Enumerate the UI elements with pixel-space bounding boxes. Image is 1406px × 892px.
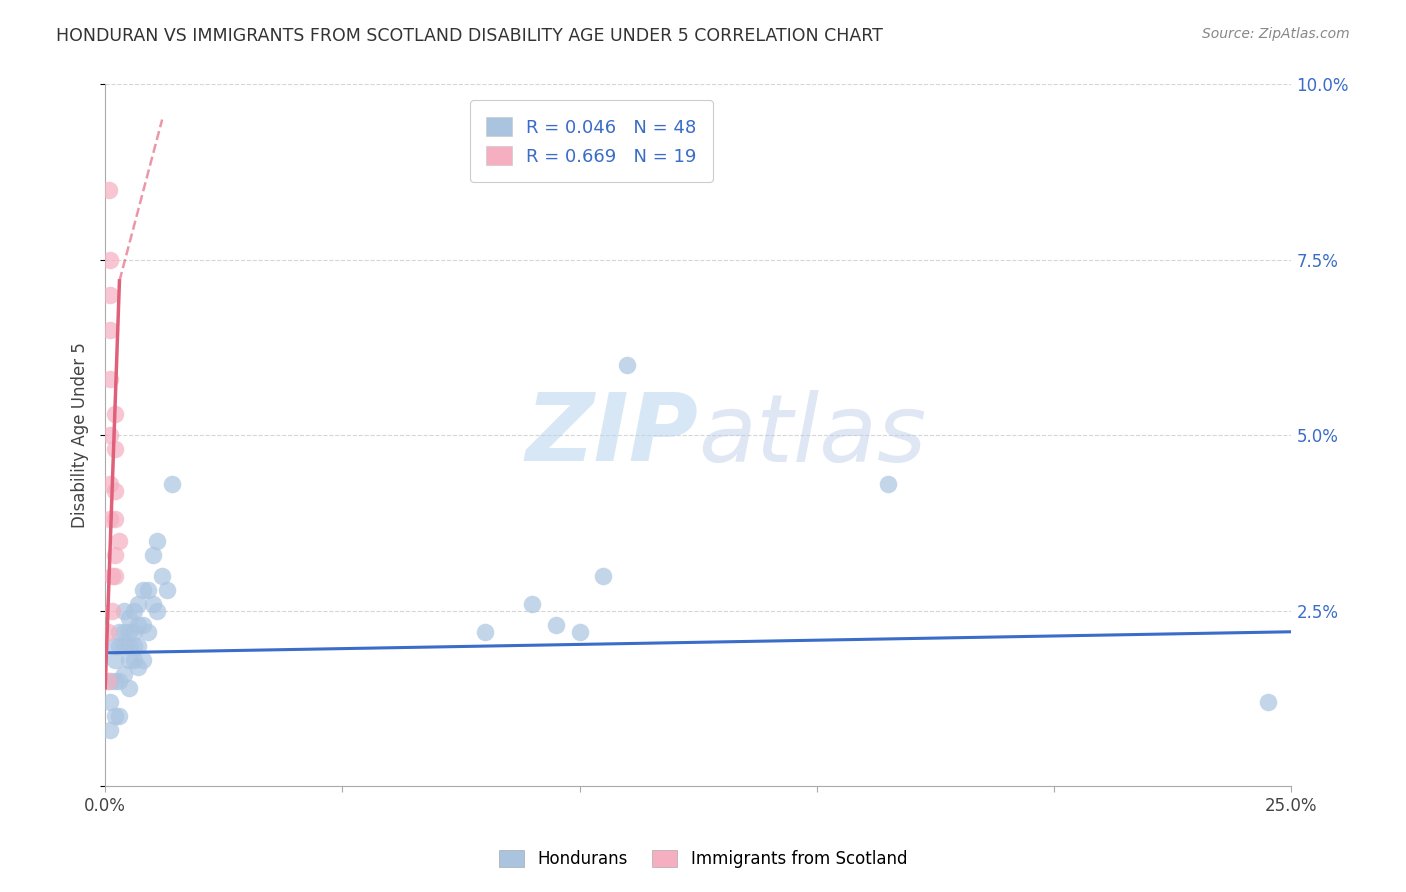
Point (112, 624, 135, 639)
Point (101, 604, 124, 618)
Point (112, 639, 135, 653)
Point (127, 597, 149, 611)
Point (136, 582, 159, 597)
Point (877, 477, 900, 491)
Point (616, 358, 638, 372)
Point (104, 568, 127, 582)
Point (98, 323, 121, 337)
Point (150, 568, 173, 582)
Y-axis label: Disability Age Under 5: Disability Age Under 5 (72, 343, 89, 528)
Point (98, 673, 121, 688)
Point (544, 617, 567, 632)
Point (118, 624, 141, 639)
Point (142, 597, 165, 611)
Point (98, 372, 121, 386)
Point (108, 709, 131, 723)
Point (136, 624, 159, 639)
Point (97, 673, 120, 688)
Point (146, 533, 169, 548)
Point (98, 695, 121, 709)
Point (104, 709, 127, 723)
Point (118, 611, 141, 625)
Point (156, 582, 179, 597)
Point (592, 568, 614, 582)
Point (104, 673, 127, 688)
Point (112, 604, 135, 618)
Legend: R = 0.046   N = 48, R = 0.669   N = 19: R = 0.046 N = 48, R = 0.669 N = 19 (470, 101, 713, 182)
Point (108, 533, 131, 548)
Point (568, 624, 591, 639)
Point (104, 484, 127, 499)
Point (108, 624, 131, 639)
Point (108, 639, 131, 653)
Point (122, 624, 145, 639)
Legend: Hondurans, Immigrants from Scotland: Hondurans, Immigrants from Scotland (492, 843, 914, 875)
Point (112, 666, 135, 681)
Point (142, 548, 165, 562)
Point (127, 617, 149, 632)
Point (98, 288, 121, 302)
Point (98, 428, 121, 442)
Point (98, 477, 121, 491)
Point (104, 512, 127, 526)
Point (522, 597, 544, 611)
Point (127, 639, 149, 653)
Point (97, 624, 120, 639)
Point (101, 568, 124, 582)
Point (132, 653, 155, 667)
Point (104, 407, 127, 421)
Point (104, 442, 127, 457)
Point (118, 639, 141, 653)
Point (98, 512, 121, 526)
Point (104, 653, 127, 667)
Point (118, 653, 141, 667)
Text: Source: ZipAtlas.com: Source: ZipAtlas.com (1202, 27, 1350, 41)
Point (122, 639, 145, 653)
Point (1257, 695, 1279, 709)
Point (104, 639, 127, 653)
Text: atlas: atlas (699, 390, 927, 481)
Point (98, 183, 121, 197)
Point (118, 681, 141, 695)
Text: ZIP: ZIP (526, 389, 699, 482)
Point (474, 624, 496, 639)
Point (108, 673, 131, 688)
Point (122, 653, 145, 667)
Point (98, 723, 121, 737)
Point (98, 252, 121, 267)
Point (104, 548, 127, 562)
Point (122, 604, 145, 618)
Point (160, 477, 183, 491)
Point (132, 617, 155, 632)
Text: HONDURAN VS IMMIGRANTS FROM SCOTLAND DISABILITY AGE UNDER 5 CORRELATION CHART: HONDURAN VS IMMIGRANTS FROM SCOTLAND DIS… (56, 27, 883, 45)
Point (146, 604, 169, 618)
Point (127, 660, 149, 674)
Point (132, 582, 155, 597)
